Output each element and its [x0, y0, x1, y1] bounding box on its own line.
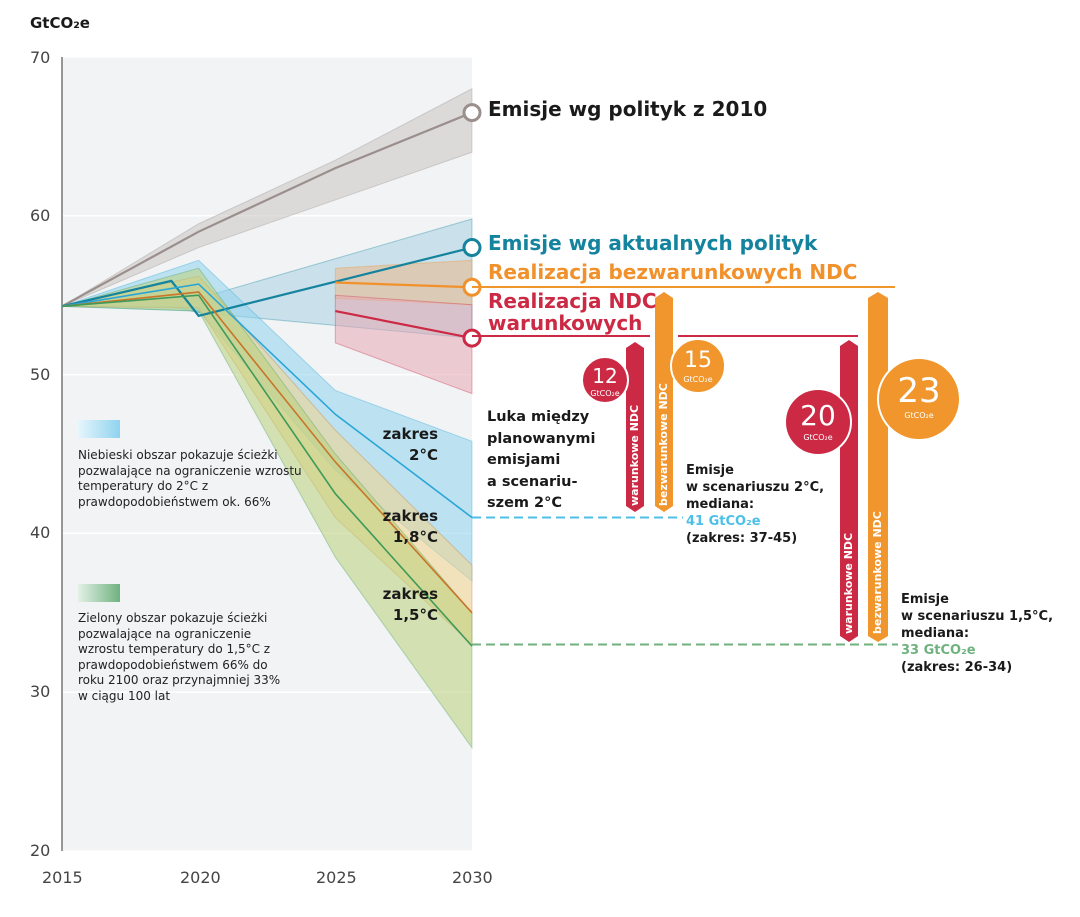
- label-conditional-ndc: Realizacja NDC warunkowych: [488, 290, 657, 334]
- end-marker-1: [462, 238, 482, 258]
- bar-unconditional-ndc-15c: bezwarunkowe NDC: [871, 511, 884, 634]
- series-line-5: [61, 291, 473, 614]
- x-tick: 2030: [452, 868, 493, 887]
- label-text: zakres: [382, 507, 438, 525]
- label-text: 2°C: [409, 446, 438, 464]
- badge-value: 15: [684, 348, 712, 373]
- end-marker-0: [462, 103, 482, 123]
- ann-line: w scenariuszu 2°C,: [686, 480, 825, 495]
- gap-title-line: Luka między: [487, 409, 590, 425]
- label-text: zakres: [382, 425, 438, 443]
- bar-shape-uncond-2c: [655, 292, 673, 512]
- label-policy-2010: Emisje wg polityk z 2010: [488, 97, 768, 121]
- label-range-18c: zakres 1,8°C: [380, 506, 438, 548]
- series-line-2: [335, 281, 473, 289]
- y-tick: 70: [30, 48, 51, 67]
- legend-blue-text: Niebieski obszar pokazuje ścieżki pozwal…: [78, 448, 302, 509]
- ann-range: (zakres: 37-45): [686, 531, 798, 546]
- annotation-2c-scenario: Emisje w scenariuszu 2°C, mediana: 41 Gt…: [686, 462, 824, 547]
- label-unconditional-ndc: Realizacja bezwarunkowych NDC: [488, 260, 858, 284]
- badge-value: 20: [800, 399, 836, 432]
- gap-title-line: emisjami: [487, 452, 561, 468]
- gap-badge-20: 20 GtCO₂e: [784, 388, 852, 456]
- x-tick: 2025: [316, 868, 357, 887]
- ann-value: 41 GtCO₂e: [686, 514, 761, 529]
- badge-value: 12: [592, 364, 618, 388]
- bar-unconditional-ndc-2c: bezwarunkowe NDC: [657, 383, 670, 506]
- label-text: 1,5°C: [392, 606, 438, 624]
- end-marker-3: [462, 328, 482, 348]
- y-tick: 30: [30, 682, 51, 701]
- x-tick: 2020: [180, 868, 221, 887]
- ann-line: Emisje: [901, 592, 949, 607]
- bar-conditional-ndc-2c: warunkowe NDC: [628, 404, 641, 506]
- label-text: zakres: [382, 585, 438, 603]
- badge-value: 23: [897, 371, 941, 411]
- band-6: [61, 267, 473, 750]
- ann-line: Emisje: [686, 463, 734, 478]
- y-axis-unit: GtCO₂e: [30, 14, 90, 32]
- series-line-1: [61, 246, 473, 318]
- legend-swatch-green: [78, 584, 120, 602]
- annotation-15c-scenario: Emisje w scenariuszu 1,5°C, mediana: 33 …: [901, 591, 1053, 676]
- series-line-4: [61, 283, 473, 519]
- label-range-2c: zakres 2°C: [380, 424, 438, 466]
- label-text: warunkowych: [488, 311, 643, 335]
- bar-conditional-ndc-15c: warunkowe NDC: [842, 532, 855, 634]
- ann-range: (zakres: 26-34): [901, 660, 1013, 675]
- y-tick: 40: [30, 523, 51, 542]
- gap-badge-12: 12 GtCO₂e: [581, 356, 629, 404]
- ann-line: mediana:: [686, 497, 755, 512]
- series-line-6: [61, 294, 473, 647]
- legend-swatch-blue: [78, 420, 120, 438]
- legend-green-text: Zielony obszar pokazuje ścieżki pozwalaj…: [78, 611, 281, 703]
- series-line-3: [335, 310, 473, 340]
- badge-unit: GtCO₂e: [590, 389, 620, 398]
- band-3: [334, 294, 473, 395]
- y-tick: 60: [30, 206, 51, 225]
- series-line-0: [61, 111, 473, 308]
- bar-shape-cond-2c: [626, 342, 644, 512]
- ann-value: 33 GtCO₂e: [901, 643, 976, 658]
- gap-title: Luka między planowanymi emisjami a scena…: [487, 407, 595, 515]
- gap-title-line: a scenariu-: [487, 473, 578, 490]
- gap-badge-15: 15 GtCO₂e: [670, 338, 726, 394]
- gap-badge-23: 23 GtCO₂e: [877, 357, 961, 441]
- label-current-policy: Emisje wg aktualnych polityk: [488, 231, 818, 255]
- label-text: 1,8°C: [392, 528, 438, 546]
- ann-line: w scenariuszu 1,5°C,: [901, 609, 1054, 624]
- y-tick: 20: [30, 841, 51, 860]
- x-tick: 2015: [42, 868, 83, 887]
- badge-unit: GtCO₂e: [904, 411, 934, 420]
- badge-unit: GtCO₂e: [683, 375, 713, 384]
- label-range-15c: zakres 1,5°C: [380, 584, 438, 626]
- gap-title-line: planowanymi: [487, 430, 596, 447]
- label-text: Realizacja NDC: [488, 289, 657, 313]
- y-tick: 50: [30, 365, 51, 384]
- ann-line: mediana:: [901, 626, 970, 641]
- gap-title-line: szem 2°C: [487, 495, 563, 511]
- badge-unit: GtCO₂e: [803, 433, 833, 442]
